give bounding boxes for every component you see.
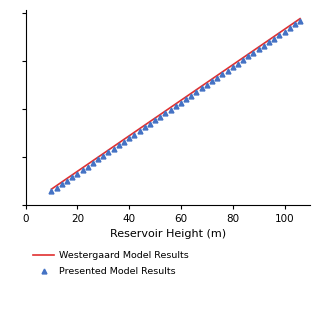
X-axis label: Reservoir Height (m): Reservoir Height (m) — [110, 229, 226, 239]
Legend: Westergaard Model Results, Presented Model Results: Westergaard Model Results, Presented Mod… — [30, 249, 191, 279]
